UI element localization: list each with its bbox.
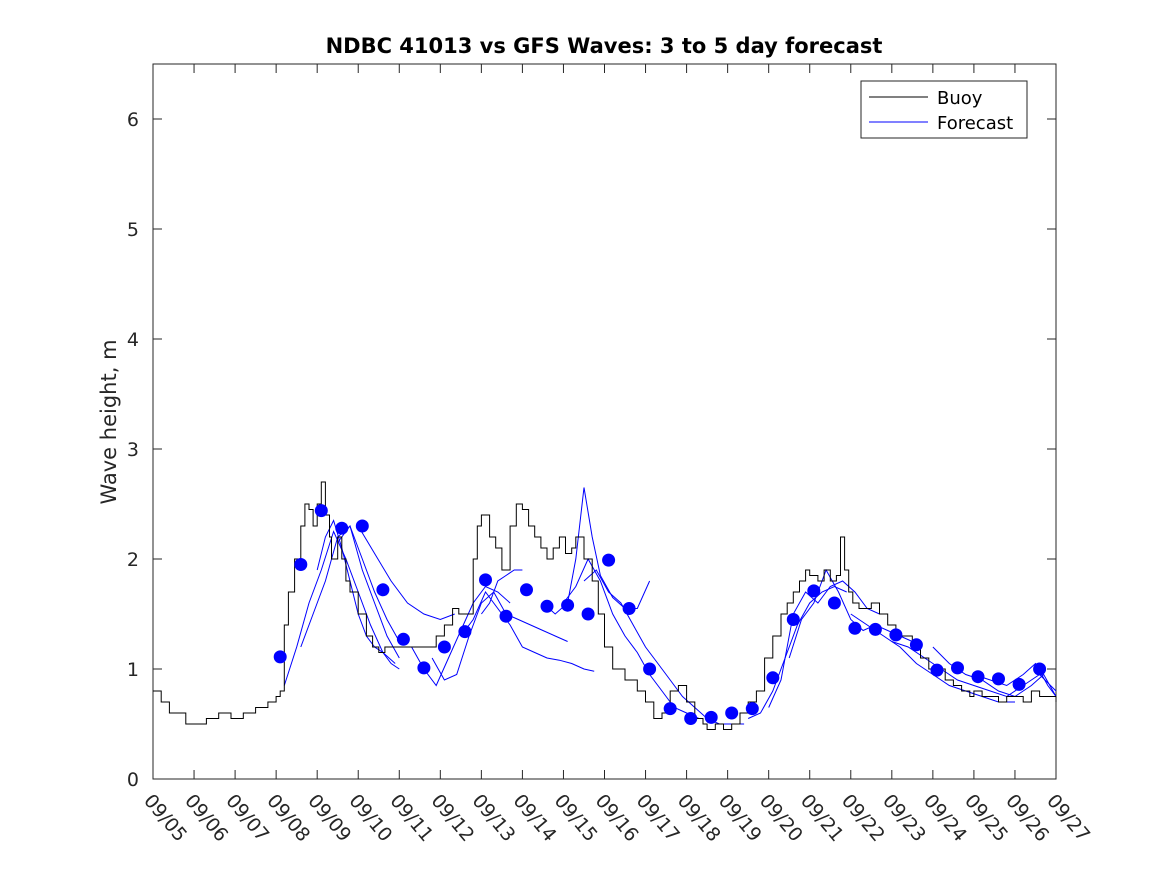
y-tick-label: 3 xyxy=(127,439,139,461)
forecast-point xyxy=(602,553,616,567)
legend-buoy-label: Buoy xyxy=(937,88,983,109)
x-tick-label: 09/23 xyxy=(878,790,930,846)
x-tick-label: 09/06 xyxy=(180,790,232,846)
forecast-point xyxy=(663,702,677,716)
x-tick-label: 09/12 xyxy=(426,790,478,846)
x-tick-label: 09/17 xyxy=(632,790,684,846)
forecast-point xyxy=(294,558,308,571)
forecast-run-line xyxy=(480,569,523,615)
forecast-point xyxy=(951,661,964,675)
forecast-point xyxy=(868,622,882,636)
forecast-point xyxy=(581,607,595,621)
forecast-point xyxy=(745,702,759,716)
forecast-run-line xyxy=(357,525,455,621)
forecast-point xyxy=(314,504,328,518)
legend-forecast-label: Forecast xyxy=(937,113,1013,134)
forecast-run-line xyxy=(891,641,1057,698)
y-tick-label: 2 xyxy=(127,549,139,571)
x-tick-label: 09/14 xyxy=(509,790,561,846)
x-tick-label: 09/19 xyxy=(714,790,766,846)
forecast-point xyxy=(971,670,985,684)
forecast-run-line xyxy=(973,662,1057,697)
forecast-point xyxy=(479,573,492,587)
x-tick-label: 09/08 xyxy=(262,790,314,846)
forecast-point xyxy=(520,583,533,597)
axes-box xyxy=(152,63,1057,780)
y-tick-label: 5 xyxy=(127,219,139,241)
x-tick-label: 09/13 xyxy=(468,790,520,846)
y-tick-label: 4 xyxy=(127,329,139,351)
forecast-point xyxy=(437,640,451,654)
forecast-point xyxy=(848,621,862,635)
legend: Buoy Forecast xyxy=(860,80,1028,139)
forecast-run-line xyxy=(583,569,745,725)
x-tick-label: 09/24 xyxy=(919,790,971,846)
x-tick-label: 09/15 xyxy=(550,790,602,846)
forecast-point xyxy=(909,638,923,652)
x-tick-label: 09/10 xyxy=(344,790,396,846)
y-tick-label: 6 xyxy=(127,109,139,131)
plot-area: 012345609/0509/0609/0709/0809/0909/1009/… xyxy=(127,63,1094,846)
chart-title: NDBC 41013 vs GFS Waves: 3 to 5 day fore… xyxy=(326,34,883,58)
forecast-point xyxy=(1033,662,1047,676)
forecast-run-line xyxy=(431,591,568,681)
forecast-point xyxy=(376,583,390,597)
forecast-point xyxy=(622,602,636,615)
y-axis-label: Wave height, m xyxy=(97,339,121,504)
forecast-point xyxy=(930,663,944,677)
forecast-run-line xyxy=(460,591,595,672)
legend-box xyxy=(860,80,1028,139)
forecast-run-line xyxy=(768,580,880,708)
forecast-point xyxy=(355,519,369,533)
x-tick-label: 09/18 xyxy=(673,790,725,846)
forecast-point xyxy=(766,671,780,685)
forecast-point xyxy=(807,584,821,598)
forecast-point xyxy=(561,598,575,612)
x-tick-label: 09/16 xyxy=(591,790,643,846)
forecast-run-line xyxy=(283,530,396,686)
forecast-point xyxy=(827,596,841,610)
forecast-point xyxy=(725,706,739,720)
forecast-point xyxy=(643,662,657,676)
x-tick-label: 09/20 xyxy=(755,790,807,846)
forecast-point xyxy=(396,632,410,646)
forecast-point xyxy=(458,625,472,639)
forecast-point xyxy=(704,710,718,724)
x-tick-label: 09/21 xyxy=(796,790,848,846)
y-tick-label: 1 xyxy=(127,659,139,681)
forecast-point xyxy=(889,628,903,642)
x-tick-label: 09/26 xyxy=(1001,790,1053,846)
x-tick-label: 09/11 xyxy=(385,790,437,846)
forecast-point xyxy=(992,672,1005,686)
forecast-point xyxy=(540,599,554,613)
forecast-point xyxy=(684,712,698,725)
x-tick-label: 09/22 xyxy=(837,790,889,846)
forecast-point xyxy=(273,650,287,664)
forecast-point xyxy=(335,521,349,535)
x-tick-label: 09/25 xyxy=(960,790,1012,846)
x-tick-label: 09/27 xyxy=(1042,790,1094,846)
forecast-point xyxy=(417,661,431,675)
y-tick-label: 0 xyxy=(127,769,139,791)
forecast-run-line xyxy=(747,585,847,719)
forecast-point xyxy=(786,613,800,626)
forecast-point xyxy=(1012,677,1026,691)
x-tick-label: 09/05 xyxy=(139,790,191,846)
x-tick-label: 09/09 xyxy=(303,790,355,846)
x-tick-label: 09/07 xyxy=(221,790,273,846)
forecast-point xyxy=(499,609,513,623)
